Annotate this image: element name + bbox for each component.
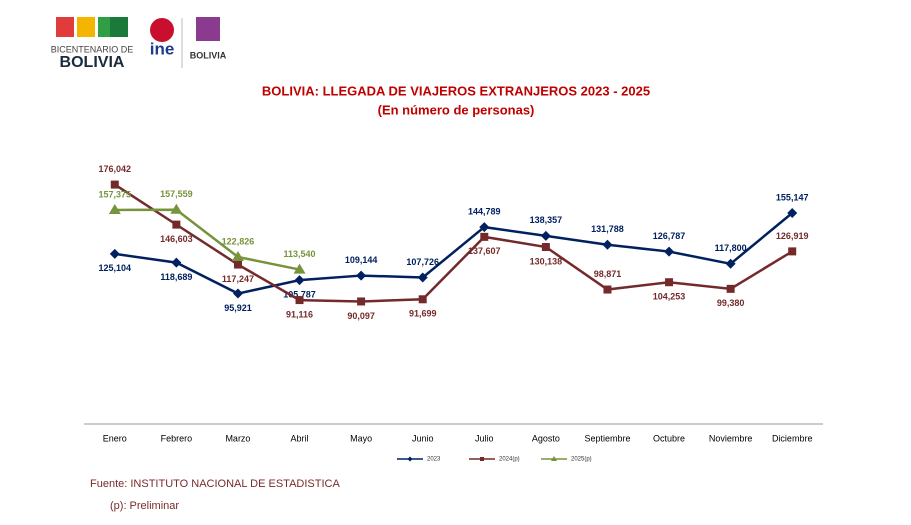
logo-text: BOLIVIA xyxy=(190,50,227,60)
marker xyxy=(293,263,306,274)
data-label: 90,097 xyxy=(347,311,375,321)
data-label: 109,144 xyxy=(345,255,378,265)
x-tick-label: Noviembre xyxy=(709,433,753,443)
chart-title: BOLIVIA: LLEGADA DE VIAJEROS EXTRANJEROS… xyxy=(262,83,650,98)
legend-label: 2024(p) xyxy=(499,457,520,463)
data-label: 91,699 xyxy=(409,309,437,319)
marker xyxy=(233,260,242,269)
marker xyxy=(541,243,550,252)
logo-tile xyxy=(196,17,220,41)
logo-text: BOLIVIA xyxy=(60,54,125,71)
marker xyxy=(540,230,551,241)
marker xyxy=(726,284,735,293)
x-tick-label: Abril xyxy=(291,433,309,443)
data-label: 126,919 xyxy=(776,231,809,241)
marker xyxy=(603,285,612,294)
data-label: 107,726 xyxy=(406,257,439,267)
source: Fuente: INSTITUTO NACIONAL DE ESTADISTIC… xyxy=(90,478,340,490)
series-line xyxy=(114,208,300,271)
data-label: 117,800 xyxy=(715,243,747,253)
marker xyxy=(232,288,243,299)
data-label: 99,380 xyxy=(717,298,745,308)
marker xyxy=(231,250,244,261)
logo-tile xyxy=(56,17,74,37)
data-label: 105,787 xyxy=(283,290,316,300)
marker xyxy=(480,232,489,241)
logo-tile xyxy=(77,17,95,37)
marker xyxy=(294,275,305,286)
logo-text: ine xyxy=(150,39,175,58)
data-label: 130,138 xyxy=(530,256,563,266)
data-label: 137,607 xyxy=(468,246,501,256)
x-tick-label: Febrero xyxy=(161,433,193,443)
marker xyxy=(109,248,120,259)
data-label: 138,357 xyxy=(530,215,563,225)
marker xyxy=(170,203,183,214)
marker xyxy=(171,257,182,268)
x-tick-label: Octubre xyxy=(653,433,685,443)
x-tick-label: Agosto xyxy=(532,433,560,443)
marker xyxy=(787,208,798,219)
chart-subtitle: (En número de personas) xyxy=(378,102,535,117)
note: (p): Preliminar xyxy=(110,500,179,512)
data-label: 157,375 xyxy=(99,189,132,199)
data-label: 176,042 xyxy=(99,164,132,174)
marker xyxy=(788,247,797,256)
marker xyxy=(725,258,736,269)
marker xyxy=(110,180,119,189)
marker xyxy=(418,295,427,304)
x-tick-label: Septiembre xyxy=(584,433,630,443)
marker xyxy=(417,272,428,283)
data-label: 126,787 xyxy=(653,231,686,241)
x-tick-label: Mayo xyxy=(350,433,372,443)
x-tick-label: Marzo xyxy=(225,433,250,443)
data-label: 104,253 xyxy=(653,292,686,302)
data-label: 122,826 xyxy=(222,236,255,246)
marker xyxy=(108,203,121,214)
legend-label: 2023 xyxy=(427,457,441,463)
marker xyxy=(295,296,304,305)
data-label: 91,116 xyxy=(286,309,313,319)
legend-marker xyxy=(407,456,413,462)
legend-marker xyxy=(551,456,557,461)
logo-tile xyxy=(110,17,128,37)
data-label: 146,603 xyxy=(160,234,193,244)
x-tick-label: Julio xyxy=(475,433,494,443)
data-label: 98,871 xyxy=(594,269,622,279)
data-label: 155,147 xyxy=(776,192,809,202)
series-line xyxy=(114,212,794,295)
marker xyxy=(479,222,490,233)
data-label: 131,788 xyxy=(591,224,624,234)
marker xyxy=(602,239,613,250)
data-label: 95,921 xyxy=(224,303,252,313)
series-line xyxy=(114,183,793,303)
data-label: 117,247 xyxy=(222,274,254,284)
legend-marker xyxy=(480,457,484,461)
marker xyxy=(356,270,367,281)
legend-label: 2025(p) xyxy=(571,457,592,463)
x-tick-label: Junio xyxy=(412,433,434,443)
marker xyxy=(664,246,675,257)
marker xyxy=(665,278,674,287)
logo-text: BICENTENARIO DE xyxy=(51,44,134,54)
marker xyxy=(357,297,366,306)
data-label: 113,540 xyxy=(284,249,316,259)
data-label: 118,689 xyxy=(160,272,192,282)
data-label: 144,789 xyxy=(468,206,501,216)
marker xyxy=(172,220,181,229)
x-tick-label: Diciembre xyxy=(772,433,813,443)
logo-circle xyxy=(150,18,174,42)
data-label: 157,559 xyxy=(160,189,193,199)
data-label: 125,104 xyxy=(99,263,132,273)
x-tick-label: Enero xyxy=(103,433,127,443)
